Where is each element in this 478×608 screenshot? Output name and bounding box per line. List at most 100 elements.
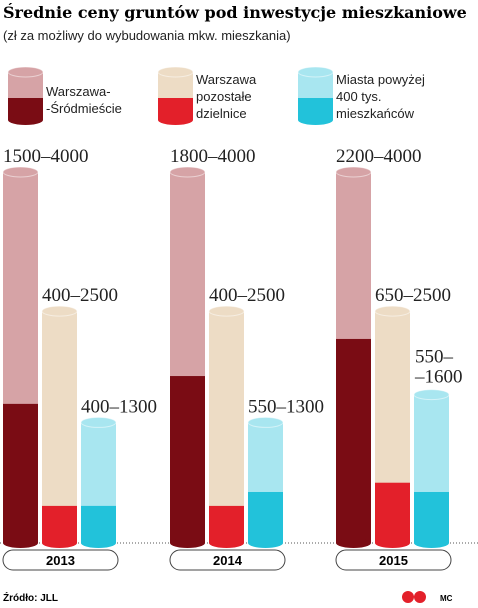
legend-swatch	[157, 66, 194, 125]
cylinder-bottom	[42, 538, 77, 548]
value-label: 400–1300	[81, 396, 157, 417]
cylinder-body	[3, 403, 38, 543]
value-label: 550–1300	[248, 396, 324, 417]
text-line: Warszawa	[196, 72, 257, 87]
logo	[402, 591, 414, 603]
bar-base	[336, 338, 371, 548]
cylinder-top	[413, 389, 450, 401]
bar-range	[169, 166, 206, 382]
cylinder-body	[248, 422, 283, 492]
x-tick-label: 2014	[213, 553, 243, 568]
bar-range	[374, 305, 411, 488]
bar-range	[413, 389, 450, 497]
cylinder-body	[414, 491, 449, 543]
cylinder-top	[247, 416, 284, 428]
value-label: 2200–4000	[336, 146, 422, 167]
legend-label: Miasta powyżej 400 tys. mieszkańców	[336, 72, 425, 121]
chart-subtitle: (zł za możliwy do wybudowania mkw. miesz…	[3, 28, 291, 43]
cylinder-body	[170, 172, 205, 377]
source: Źródło: JLL	[3, 591, 58, 604]
x-tick-label: 2013	[46, 553, 75, 568]
bar-base	[170, 376, 205, 548]
legend-label: Warszawa- -Śródmieście	[46, 84, 122, 116]
text-line: Warszawa-	[46, 84, 111, 99]
cylinder-body	[336, 172, 371, 339]
cylinder-body	[298, 98, 333, 120]
cylinder-bottom	[298, 115, 333, 125]
bar-range	[208, 305, 245, 511]
x-tick-label: 2015	[379, 553, 408, 568]
credit: MC	[440, 594, 453, 603]
cylinder-bottom	[158, 115, 193, 125]
cylinder-body	[42, 311, 77, 506]
cylinder-body	[42, 505, 77, 543]
year-pill	[2, 549, 119, 571]
cylinder-body	[8, 98, 43, 120]
value-label: 400–2500	[42, 285, 118, 306]
legend-swatch	[7, 66, 44, 125]
text-line: –1600	[414, 367, 463, 388]
bar-base	[414, 491, 449, 548]
year-pill	[335, 549, 452, 571]
cylinder-bottom	[8, 115, 43, 125]
cylinder-bottom	[248, 538, 283, 548]
value-label: 1800–4000	[170, 146, 256, 167]
cylinder-body	[158, 98, 193, 120]
cylinder-body	[209, 505, 244, 543]
text-line: 400 tys.	[336, 89, 382, 104]
text-line: pozostałe	[196, 89, 252, 104]
cylinder-body	[414, 394, 449, 492]
cylinder-body	[375, 311, 410, 483]
cylinder-bottom	[414, 538, 449, 548]
cylinder-body	[209, 311, 244, 506]
text-line: mieszkańców	[336, 106, 415, 121]
text-line: Miasta powyżej	[336, 72, 425, 87]
legend-label: Warszawa pozostałe dzielnice	[196, 72, 257, 121]
text-line: 550–	[415, 347, 454, 368]
bar-base	[375, 482, 410, 548]
chart-title: Średnie ceny gruntów pod inwestycje mies…	[3, 2, 467, 22]
text-line: dzielnice	[196, 106, 247, 121]
cylinder-top	[2, 166, 39, 178]
cylinder-top	[208, 305, 245, 317]
cylinder-top	[7, 66, 44, 78]
cylinder-body	[336, 338, 371, 543]
cylinder-bottom	[336, 538, 371, 548]
cylinder-body	[375, 482, 410, 543]
bar-base	[81, 505, 116, 548]
value-label: 650–2500	[375, 285, 451, 306]
cylinder-bottom	[170, 538, 205, 548]
cylinder-body	[248, 491, 283, 543]
cylinder-top	[169, 166, 206, 178]
text-line: -Śródmieście	[46, 101, 122, 116]
bar-range	[41, 305, 78, 511]
year-pill	[169, 549, 286, 571]
cylinder-body	[170, 376, 205, 543]
value-label: 1500–4000	[3, 146, 89, 167]
cylinder-top	[157, 66, 194, 78]
cylinder-bottom	[3, 538, 38, 548]
bar-base	[3, 403, 38, 548]
cylinder-body	[81, 422, 116, 506]
cylinder-bottom	[81, 538, 116, 548]
cylinder-top	[335, 166, 372, 178]
bar-range	[335, 166, 372, 344]
cylinder-top	[297, 66, 334, 78]
value-label: 400–2500	[209, 285, 285, 306]
bar-range	[80, 416, 117, 511]
bar-range	[247, 416, 284, 497]
bar-base	[248, 491, 283, 548]
cylinder-top	[41, 305, 78, 317]
legend-swatch	[297, 66, 334, 125]
cylinder-body	[81, 505, 116, 543]
logo	[414, 591, 426, 603]
cylinder-top	[374, 305, 411, 317]
bar-base	[42, 505, 77, 548]
cylinder-top	[80, 416, 117, 428]
bar-base	[209, 505, 244, 548]
bar-range	[2, 166, 39, 409]
cylinder-bottom	[375, 538, 410, 548]
value-label: 550– –1600	[414, 347, 463, 388]
cylinder-bottom	[209, 538, 244, 548]
